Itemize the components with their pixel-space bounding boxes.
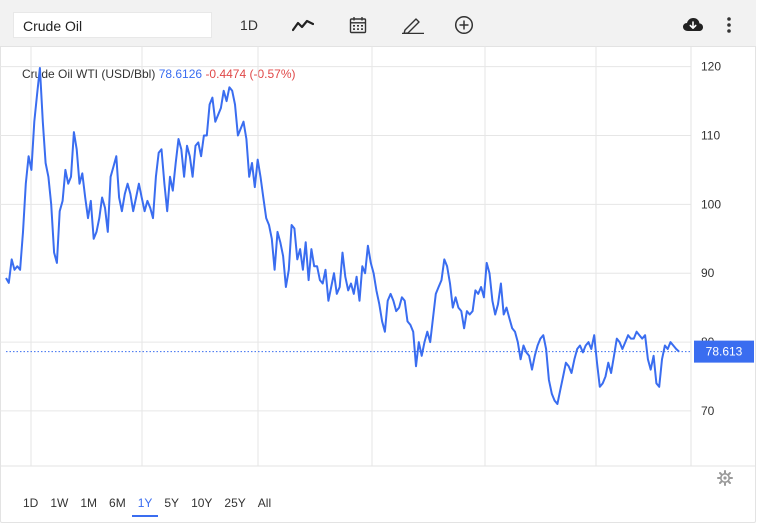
- chart-legend: Crude Oil WTI (USD/Bbl) 78.6126 -0.4474 …: [22, 67, 295, 81]
- legend-last-price: 78.6126: [158, 67, 203, 81]
- y-tick-label: 90: [701, 266, 715, 280]
- y-axis: 708090100110120: [701, 60, 721, 418]
- range-10y[interactable]: 10Y: [191, 496, 213, 510]
- plus-circle-icon[interactable]: [452, 13, 476, 37]
- grid-lines: [0, 46, 691, 466]
- settings-gear-icon[interactable]: [717, 470, 733, 486]
- calendar-icon[interactable]: [346, 13, 370, 37]
- range-25y[interactable]: 25Y: [224, 496, 246, 510]
- y-tick-label: 110: [701, 129, 720, 143]
- legend-price-change: -0.4474 (-0.57%): [205, 67, 296, 81]
- series-line: [5, 67, 680, 405]
- interval-button[interactable]: 1D: [240, 17, 258, 33]
- more-vertical-icon[interactable]: [722, 13, 736, 37]
- range-all[interactable]: All: [257, 496, 272, 510]
- y-tick-label: 70: [701, 404, 715, 418]
- range-6m[interactable]: 6M: [109, 496, 126, 510]
- toolbar: Crude Oil 1D: [0, 0, 756, 47]
- range-1y[interactable]: 1Y: [131, 493, 159, 517]
- price-chart[interactable]: 708090100110120 MarMayJulSepNov2023 78.6…: [0, 0, 756, 468]
- last-price-badge-label: 78.613: [706, 345, 743, 359]
- line-chart-icon[interactable]: [290, 13, 316, 37]
- y-tick-label: 120: [701, 60, 721, 74]
- range-selector: 1D 1W 1M 6M 1Y 5Y 10Y 25Y All: [17, 493, 277, 517]
- pencil-icon[interactable]: [399, 13, 427, 37]
- last-price-badge-box: [694, 340, 754, 363]
- symbol-search-input[interactable]: Crude Oil: [13, 12, 212, 38]
- download-icon[interactable]: [681, 13, 705, 37]
- last-price-badge: 78.613: [694, 340, 754, 363]
- range-1w[interactable]: 1W: [50, 496, 69, 510]
- range-5y[interactable]: 5Y: [164, 496, 180, 510]
- range-1d[interactable]: 1D: [23, 496, 39, 510]
- legend-symbol-name: Crude Oil WTI (USD/Bbl): [22, 67, 156, 81]
- y-tick-label: 100: [701, 197, 721, 211]
- range-1m[interactable]: 1M: [80, 496, 98, 510]
